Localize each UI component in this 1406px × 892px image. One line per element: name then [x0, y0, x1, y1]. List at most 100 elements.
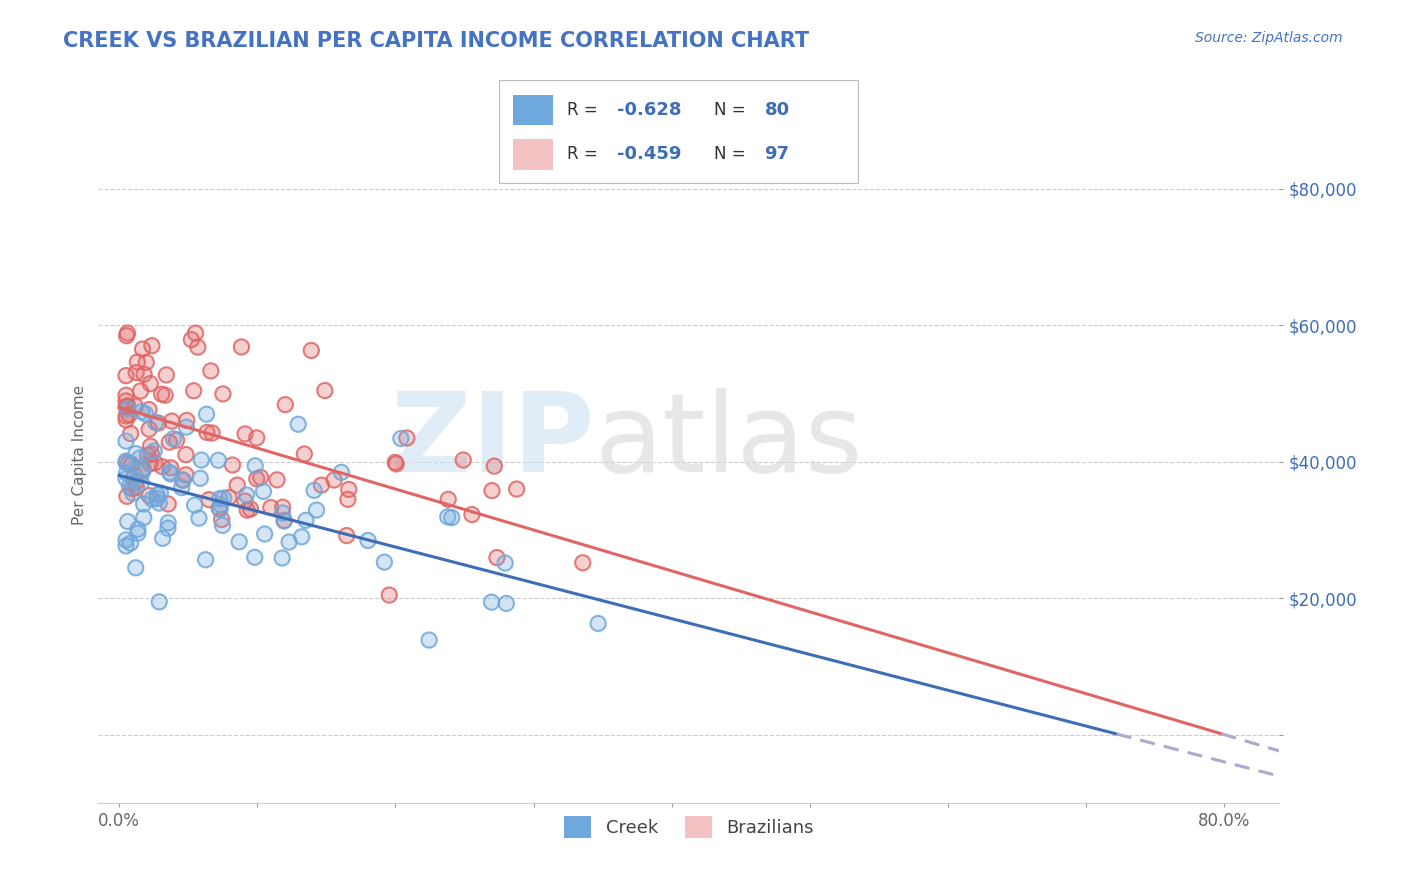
Point: [150, 387, 173, 401]
Point: [117, 515, 139, 529]
Point: [302, 483, 325, 498]
Point: [314, 384, 336, 398]
Point: [129, 384, 152, 398]
Point: [152, 459, 174, 474]
Point: [233, 426, 256, 441]
Point: [418, 633, 440, 648]
Point: [150, 387, 173, 401]
Point: [253, 527, 276, 541]
Point: [278, 535, 301, 549]
Point: [157, 435, 180, 450]
Point: [357, 533, 380, 548]
Point: [378, 588, 401, 602]
Point: [139, 376, 162, 391]
Point: [149, 486, 172, 500]
Point: [115, 489, 138, 503]
Point: [138, 422, 160, 436]
Point: [120, 426, 142, 441]
Point: [336, 528, 359, 542]
Point: [233, 494, 256, 508]
Point: [117, 456, 139, 470]
Point: [243, 550, 266, 565]
Point: [174, 467, 197, 482]
Point: [132, 510, 155, 524]
Point: [176, 420, 198, 434]
Point: [138, 402, 160, 417]
Point: [146, 488, 169, 502]
Point: [153, 388, 176, 402]
Point: [384, 455, 406, 469]
Point: [485, 550, 508, 565]
Point: [149, 486, 172, 500]
FancyBboxPatch shape: [499, 80, 858, 183]
Point: [278, 535, 301, 549]
Point: [132, 368, 155, 382]
Point: [145, 416, 167, 430]
Point: [170, 481, 193, 495]
Text: 97: 97: [765, 145, 789, 163]
Point: [183, 384, 205, 398]
Point: [115, 409, 138, 423]
Point: [166, 434, 188, 448]
Text: atlas: atlas: [595, 387, 863, 494]
Point: [311, 478, 333, 492]
Point: [336, 528, 359, 542]
Point: [252, 484, 274, 499]
Point: [207, 453, 229, 467]
Point: [571, 556, 593, 570]
Point: [160, 414, 183, 428]
Point: [117, 399, 139, 413]
Point: [180, 333, 202, 347]
Point: [176, 420, 198, 434]
Point: [148, 416, 170, 430]
Point: [115, 413, 138, 427]
Point: [246, 472, 269, 486]
Point: [135, 355, 157, 369]
Point: [115, 456, 138, 470]
Point: [211, 512, 233, 526]
Point: [156, 521, 179, 535]
Point: [172, 473, 194, 487]
Point: [378, 588, 401, 602]
Point: [299, 343, 322, 358]
Y-axis label: Per Capita Income: Per Capita Income: [72, 384, 87, 525]
Point: [115, 434, 138, 449]
Point: [440, 510, 463, 524]
Point: [271, 551, 294, 566]
Point: [125, 561, 148, 575]
Point: [118, 408, 141, 422]
Point: [115, 466, 138, 480]
Point: [271, 551, 294, 566]
Point: [136, 448, 159, 462]
Point: [194, 553, 217, 567]
Point: [305, 503, 328, 517]
Point: [152, 532, 174, 546]
Point: [212, 387, 235, 401]
Point: [436, 509, 458, 524]
Point: [143, 456, 166, 470]
Point: [485, 550, 508, 565]
Point: [141, 492, 163, 507]
Point: [208, 502, 231, 516]
Point: [125, 366, 148, 380]
Bar: [513, 139, 553, 169]
Point: [157, 516, 180, 530]
Point: [389, 432, 412, 446]
Point: [495, 596, 517, 610]
Point: [494, 556, 516, 570]
Point: [211, 512, 233, 526]
Point: [143, 444, 166, 458]
Point: [461, 508, 484, 522]
Point: [117, 515, 139, 529]
Point: [121, 482, 143, 496]
Point: [218, 491, 240, 505]
Point: [505, 482, 527, 496]
Point: [330, 466, 353, 480]
Point: [253, 527, 276, 541]
Point: [176, 413, 198, 427]
Point: [115, 368, 138, 383]
Point: [236, 503, 259, 517]
Point: [139, 439, 162, 453]
Point: [118, 408, 141, 422]
Point: [314, 384, 336, 398]
